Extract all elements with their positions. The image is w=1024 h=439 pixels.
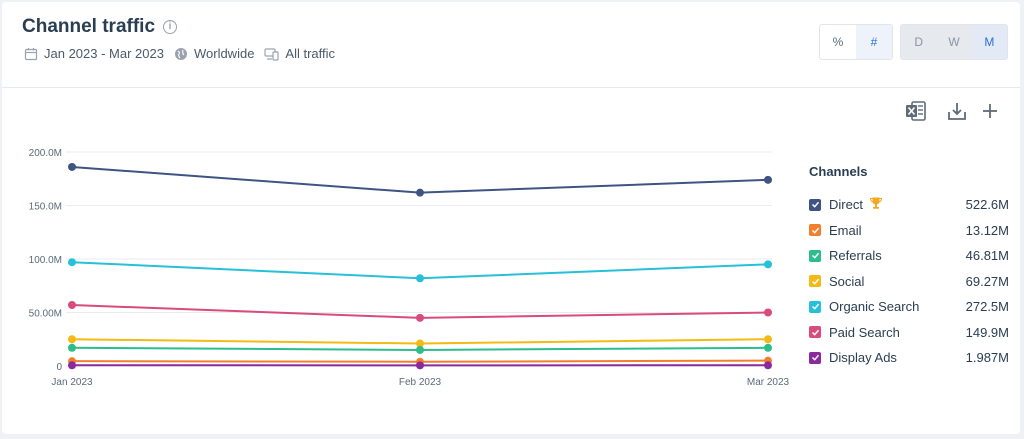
data-point <box>68 162 76 171</box>
data-point <box>68 301 76 310</box>
traffic-type-label: All traffic <box>285 46 336 61</box>
devices-icon <box>264 47 280 61</box>
legend-value: 272.5M <box>965 299 1009 315</box>
y-tick-label: 50.00M <box>29 309 62 320</box>
data-point <box>416 339 424 348</box>
info-icon[interactable]: i <box>163 20 178 34</box>
checkbox-checked-icon[interactable] <box>809 300 821 313</box>
date-range-filter[interactable]: Jan 2023 - Mar 2023 <box>24 46 164 61</box>
data-point <box>764 260 772 269</box>
data-point <box>764 335 772 344</box>
line-chart: 0 50.00M 100.0M 150.0M 200.0M Jan 2023 Feb 202… <box>29 148 790 388</box>
checkbox-checked-icon[interactable] <box>809 198 821 211</box>
checkbox-checked-icon[interactable] <box>809 326 821 339</box>
channel-traffic-card: Channel traffic i Jan 2023 - Mar 2023 Wo… <box>2 2 1020 434</box>
data-point <box>416 345 424 354</box>
period-toggle: D W M <box>900 24 1008 60</box>
data-point <box>764 361 772 370</box>
legend-value: 69.27M <box>965 273 1009 289</box>
data-point <box>416 188 424 197</box>
y-tick-label: 200.0M <box>29 148 62 159</box>
unit-toggle: % # <box>819 24 893 60</box>
date-range-label: Jan 2023 - Mar 2023 <box>44 46 164 61</box>
calendar-icon <box>24 47 38 60</box>
x-tick-label: Jan 2023 <box>51 377 93 388</box>
y-tick-label: 150.0M <box>29 202 62 213</box>
card-header: Channel traffic i Jan 2023 - Mar 2023 Wo… <box>2 2 1020 88</box>
checkbox-checked-icon[interactable] <box>809 275 821 288</box>
data-point <box>68 335 76 344</box>
data-point <box>764 175 772 184</box>
chart-legend: Channels Direct 522.6M Email 13.12M Referral… <box>809 164 1009 371</box>
checkbox-checked-icon[interactable] <box>809 224 821 237</box>
trophy-icon <box>869 196 883 213</box>
data-point <box>416 361 424 370</box>
filter-meta: Jan 2023 - Mar 2023 Worldwide All traffi… <box>24 46 345 61</box>
legend-value: 149.9M <box>965 324 1009 340</box>
checkbox-checked-icon[interactable] <box>809 249 821 262</box>
legend-value: 13.12M <box>965 222 1009 238</box>
traffic-type-filter[interactable]: All traffic <box>264 46 335 61</box>
number-toggle-button[interactable]: # <box>856 25 892 59</box>
data-point <box>68 258 76 267</box>
x-tick-label: Mar 2023 <box>747 377 790 388</box>
legend-item-paid-search[interactable]: Paid Search 149.9M <box>809 320 1009 346</box>
legend-items: Direct 522.6M Email 13.12M Referrals 46.81M So… <box>809 192 1009 371</box>
y-tick-label: 0 <box>56 362 62 373</box>
legend-label: Display Ads <box>829 350 897 366</box>
download-icon[interactable] <box>945 99 969 123</box>
legend-label: Email <box>829 222 862 238</box>
legend-item-email[interactable]: Email 13.12M <box>809 218 1009 244</box>
checkbox-checked-icon[interactable] <box>809 351 821 364</box>
region-label: Worldwide <box>193 46 255 61</box>
page-title: Channel traffic <box>22 16 156 37</box>
legend-item-referrals[interactable]: Referrals 46.81M <box>809 243 1009 269</box>
data-point <box>416 313 424 322</box>
legend-label: Direct <box>829 197 863 213</box>
legend-label: Organic Search <box>829 299 920 315</box>
region-filter[interactable]: Worldwide <box>174 46 254 61</box>
daily-toggle-button[interactable]: D <box>901 25 937 59</box>
legend-item-direct[interactable]: Direct 522.6M <box>809 192 1009 218</box>
weekly-toggle-button[interactable]: W <box>936 25 972 59</box>
data-point <box>416 274 424 283</box>
y-tick-label: 100.0M <box>29 255 62 266</box>
data-point <box>68 361 76 370</box>
legend-item-social[interactable]: Social 69.27M <box>809 269 1009 295</box>
title-row: Channel traffic i <box>22 16 178 38</box>
legend-title: Channels <box>809 164 868 179</box>
legend-value: 522.6M <box>965 197 1009 213</box>
x-tick-label: Feb 2023 <box>399 377 442 388</box>
legend-label: Paid Search <box>829 324 900 340</box>
legend-label: Referrals <box>829 248 882 264</box>
data-point <box>68 343 76 352</box>
excel-export-icon[interactable] <box>904 99 928 123</box>
monthly-toggle-button[interactable]: M <box>971 25 1007 59</box>
data-point <box>764 343 772 352</box>
legend-item-display-ads[interactable]: Display Ads 1.987M <box>809 345 1009 371</box>
legend-value: 1.987M <box>965 350 1009 366</box>
plus-icon[interactable] <box>978 99 1002 123</box>
percent-toggle-button[interactable]: % <box>832 35 844 49</box>
legend-item-organic-search[interactable]: Organic Search 272.5M <box>809 294 1009 320</box>
legend-label: Social <box>829 273 865 289</box>
globe-icon <box>174 47 187 60</box>
legend-value: 46.81M <box>965 248 1009 264</box>
data-point <box>764 308 772 317</box>
